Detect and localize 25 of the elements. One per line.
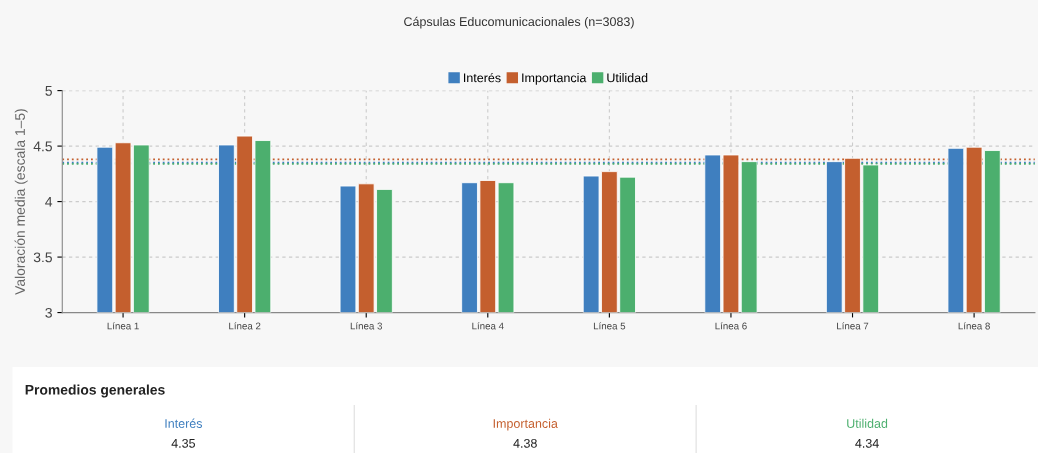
x-tick-label: Línea 8 <box>958 322 990 330</box>
x-tick-label: Línea 3 <box>350 322 383 330</box>
legend-label: Interés <box>464 72 501 83</box>
legend-label: Utilidad <box>607 73 648 83</box>
x-tick-label: Línea 4 <box>472 322 504 330</box>
legend-label: Importancia <box>522 73 587 85</box>
x-tick-label: Línea 6 <box>715 322 747 330</box>
text: Promedios generales <box>25 384 165 398</box>
y-tick-label: 3.5 <box>33 252 52 263</box>
chart-title: Cápsulas Educomunicacionales (n=3083) <box>404 16 634 29</box>
category-label: Importancia <box>493 418 558 431</box>
data-label: 4.35 <box>171 438 196 448</box>
data-label: 4.34 <box>855 438 879 448</box>
category-label: Interés <box>165 418 203 428</box>
y-tick-label: 4.5 <box>33 141 52 152</box>
x-tick-label: Línea 2 <box>229 322 261 330</box>
data-label: 4.38 <box>513 438 537 448</box>
x-tick-label: Línea 5 <box>593 322 626 330</box>
x-tick-label: Línea 1 <box>107 322 139 330</box>
category-label: Utilidad <box>847 418 888 428</box>
x-tick-label: Línea 7 <box>837 322 869 330</box>
y-tick-label: 3 <box>45 307 52 318</box>
y-tick-label: 4 <box>45 197 53 207</box>
y-axis-title: Valoración media (escala 1–5) <box>14 109 28 295</box>
y-tick-label: 5 <box>45 86 52 96</box>
